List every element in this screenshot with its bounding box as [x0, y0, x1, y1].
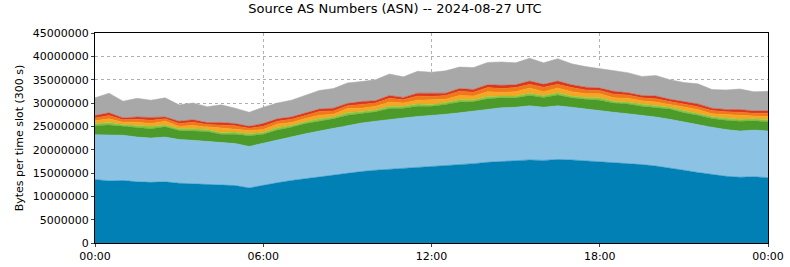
- svg-text:Source AS Numbers (ASN) -- 202: Source AS Numbers (ASN) -- 2024-08-27 UT…: [248, 1, 541, 16]
- svg-text:35000000: 35000000: [33, 74, 89, 87]
- svg-text:25000000: 25000000: [33, 120, 89, 133]
- svg-text:45000000: 45000000: [33, 27, 89, 40]
- svg-text:0: 0: [82, 237, 89, 250]
- svg-text:00:00: 00:00: [752, 250, 784, 263]
- svg-text:30000000: 30000000: [33, 97, 89, 110]
- svg-text:06:00: 06:00: [247, 250, 279, 263]
- svg-text:10000000: 10000000: [33, 190, 89, 203]
- svg-text:18:00: 18:00: [584, 250, 616, 263]
- svg-text:5000000: 5000000: [40, 214, 89, 227]
- svg-text:00:00: 00:00: [79, 250, 111, 263]
- svg-text:Bytes per time slot (300 s): Bytes per time slot (300 s): [13, 65, 26, 212]
- svg-text:12:00: 12:00: [416, 250, 448, 263]
- svg-text:20000000: 20000000: [33, 144, 89, 157]
- svg-text:15000000: 15000000: [33, 167, 89, 180]
- svg-text:40000000: 40000000: [33, 50, 89, 63]
